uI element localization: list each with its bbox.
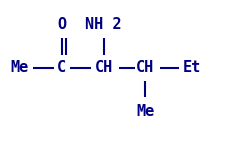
Text: O: O	[57, 17, 66, 32]
Text: Me: Me	[136, 104, 154, 119]
Text: Me: Me	[11, 60, 29, 75]
Text: NH 2: NH 2	[85, 17, 122, 32]
Text: CH: CH	[136, 60, 154, 75]
Text: CH: CH	[94, 60, 113, 75]
Text: C: C	[57, 60, 66, 75]
Text: Et: Et	[183, 60, 201, 75]
